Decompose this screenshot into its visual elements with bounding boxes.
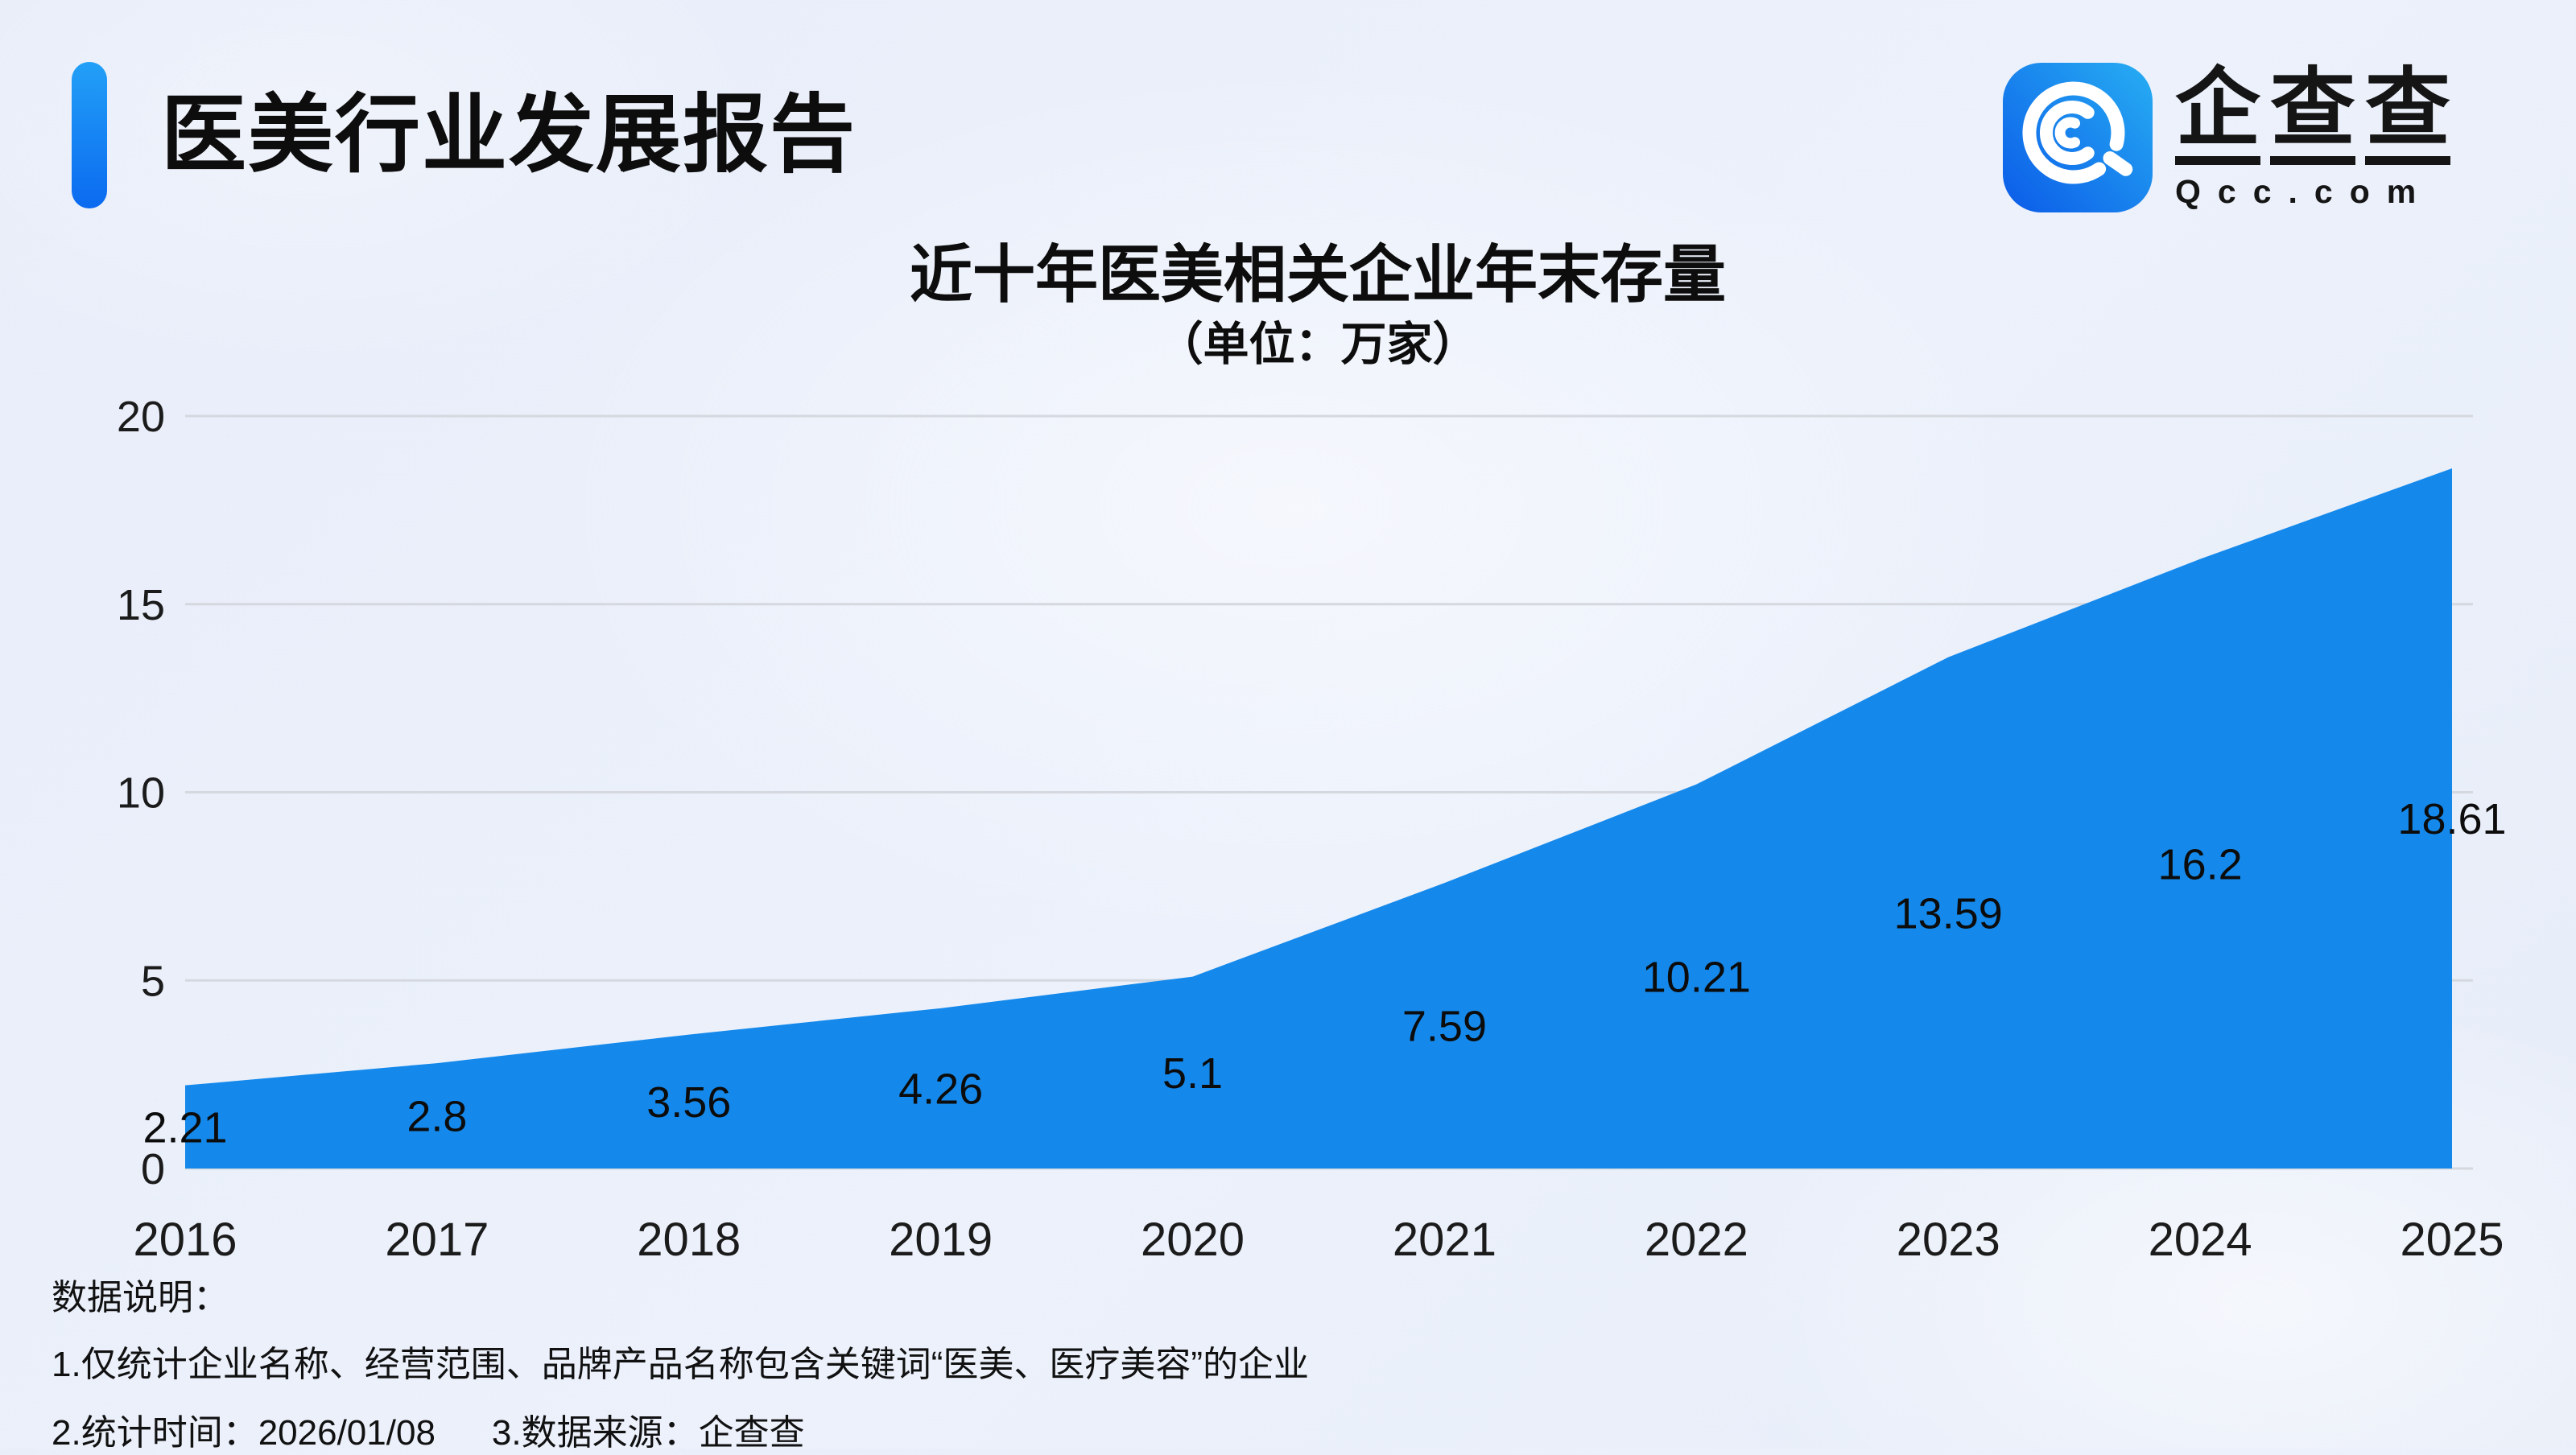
x-axis-tick-label: 2023: [1897, 1214, 2000, 1266]
y-axis-tick-label: 10: [117, 769, 165, 818]
x-axis-tick-label: 2019: [889, 1214, 993, 1266]
qcc-logo-cn-char: 查: [2270, 66, 2355, 165]
qcc-logo: 企查查 Qcc.com: [2003, 63, 2450, 212]
footer-note-2a: 2.统计时间：2026/01/08: [52, 1413, 436, 1453]
x-axis-tick-label: 2018: [637, 1214, 741, 1266]
x-axis-tick-label: 2024: [2149, 1214, 2252, 1266]
x-axis-tick-label: 2017: [385, 1214, 489, 1266]
x-axis-tick-label: 2016: [133, 1214, 237, 1266]
data-label: 2.21: [142, 1103, 227, 1152]
data-label: 2.8: [407, 1093, 467, 1141]
qcc-logo-text: 企查查 Qcc.com: [2175, 66, 2450, 211]
x-axis-tick-label: 2021: [1393, 1214, 1496, 1266]
footer-note-2b: 3.数据来源：企查查: [491, 1413, 805, 1453]
y-axis-tick-label: 15: [117, 581, 165, 629]
data-label: 5.1: [1162, 1049, 1223, 1098]
y-axis-tick-label: 20: [117, 393, 165, 441]
x-axis-tick-label: 2025: [2400, 1214, 2504, 1266]
chart-subtitle: （单位：万家）: [1157, 319, 1479, 370]
data-label: 7.59: [1402, 1003, 1487, 1051]
header-accent-bar: [72, 62, 107, 208]
area-series: [185, 468, 2452, 1169]
qcc-logo-cn: 企查查: [2175, 66, 2450, 165]
chart-title-block: 近十年医美相关企业年末存量 （单位：万家）: [184, 240, 2452, 370]
data-label: 18.61: [2397, 795, 2506, 843]
report-title: 医美行业发展报告: [161, 88, 857, 183]
qcc-logo-cn-char: 查: [2365, 66, 2450, 165]
footer-note-1: 1.仅统计企业名称、经营范围、品牌产品名称包含关键词“医美、医疗美容”的企业: [52, 1345, 1309, 1384]
qcc-logo-cn-char: 企: [2175, 66, 2260, 165]
y-axis-tick-label: 5: [141, 957, 165, 1005]
data-label: 13.59: [1894, 889, 2003, 938]
y-axis-tick-label: 0: [141, 1145, 165, 1193]
chart-title: 近十年医美相关企业年末存量: [909, 239, 1726, 310]
qcc-magnifier-icon: [2003, 63, 2153, 212]
footer-heading: 数据说明：: [52, 1278, 229, 1317]
footer-note-2: 2.统计时间：2026/01/08 3.数据来源：企查查: [52, 1403, 805, 1455]
x-axis-tick-label: 2022: [1645, 1214, 1748, 1266]
x-axis-tick-label: 2020: [1141, 1214, 1245, 1266]
qcc-logo-domain: Qcc.com: [2175, 173, 2434, 210]
data-label: 16.2: [2158, 840, 2243, 888]
data-label: 3.56: [646, 1078, 731, 1127]
data-label: 4.26: [898, 1065, 983, 1113]
data-label: 10.21: [1642, 953, 1751, 1001]
